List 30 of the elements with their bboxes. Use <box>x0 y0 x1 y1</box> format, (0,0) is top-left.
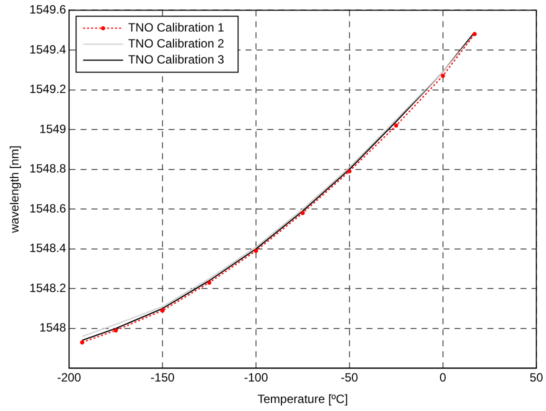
point <box>207 280 212 285</box>
y-tick-label: 1549 <box>39 122 66 136</box>
y-axis-title: wavelength [nm] <box>8 146 22 234</box>
y-tick-label: 1548 <box>39 320 66 335</box>
y-tick-label: 1549.2 <box>29 82 66 96</box>
x-tick-label: -200 <box>57 370 82 385</box>
point <box>160 308 165 313</box>
point <box>300 210 305 216</box>
point <box>254 248 258 253</box>
x-tick-label: -50 <box>340 370 358 385</box>
x-tick-label: -150 <box>150 370 175 385</box>
legend-label: TNO Calibration 1 <box>128 20 224 35</box>
y-tick-label: 1548.2 <box>29 280 66 295</box>
x-axis-title: Temperature [ºC] <box>258 392 348 406</box>
y-tick-label: 1548.4 <box>29 241 66 256</box>
x-tick-label: 0 <box>440 370 447 385</box>
point <box>114 328 118 333</box>
x-tick-label: -100 <box>244 370 268 385</box>
y-tick-label: 1549.6 <box>29 2 66 17</box>
point <box>394 123 398 128</box>
y-tick-label: 1548.8 <box>29 162 66 176</box>
legend-label: TNO Calibration 2 <box>128 36 224 51</box>
legend-label: TNO Calibration 3 <box>128 52 224 67</box>
x-tick-label: 50 <box>530 370 544 385</box>
point <box>472 32 477 36</box>
point <box>440 74 445 78</box>
point <box>347 169 352 174</box>
y-tick-label: 1549.4 <box>29 42 66 56</box>
y-tick-label: 1548.6 <box>29 201 66 216</box>
point <box>80 340 84 344</box>
